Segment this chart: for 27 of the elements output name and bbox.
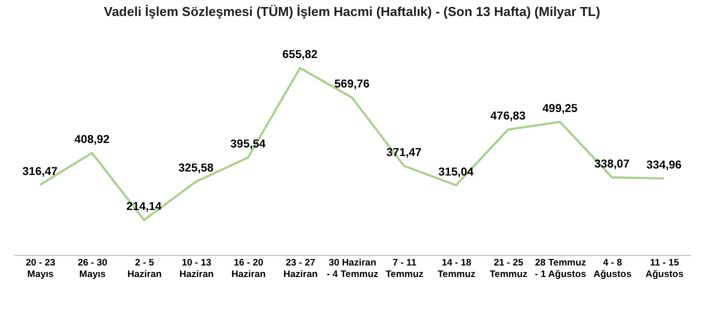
x-tick-label: 23 - 27 Haziran (283, 258, 318, 280)
data-label: 315,04 (438, 166, 474, 178)
x-tick-label: 10 - 13 Haziran (179, 258, 214, 280)
x-tick-label: 26 - 30 Mayıs (78, 258, 108, 280)
data-label: 569,76 (334, 78, 370, 91)
data-label: 316,47 (22, 166, 58, 178)
data-label: 655,82 (282, 49, 318, 61)
data-label: 499,25 (542, 102, 578, 115)
data-label: 338,07 (594, 158, 630, 170)
x-tick-label: 2 - 5 Haziran (127, 258, 162, 280)
chart-title: Vadeli İşlem Sözleşmesi (TÜM) İşlem Hacmi (Haftalık) - (Son 13 Hafta) (Milyar TL) (104, 4, 600, 19)
x-tick-label: 11 - 15 Ağustos (646, 258, 684, 280)
x-tick-label: 30 Haziran - 4 Temmuz (326, 258, 379, 280)
x-tick-label: 28 Temmuz - 1 Ağustos (534, 258, 586, 280)
x-tick-label: 7 - 11 Temmuz (386, 258, 424, 280)
data-label: 334,96 (646, 159, 682, 172)
x-tick-label: 14 - 18 Temmuz (438, 258, 476, 280)
data-label: 325,58 (178, 162, 214, 175)
data-label: 408,92 (74, 134, 110, 146)
x-tick-label: 4 - 8 Ağustos (594, 258, 632, 280)
x-tick-label: 16 - 20 Haziran (231, 258, 266, 280)
x-tick-label: 20 - 23 Mayıs (26, 258, 56, 280)
x-tick-label: 21 - 25 Temmuz (490, 258, 528, 280)
data-label: 371,47 (386, 146, 422, 159)
data-label: 214,14 (126, 201, 162, 213)
data-label: 476,83 (490, 110, 526, 123)
data-label: 395,54 (230, 138, 266, 151)
